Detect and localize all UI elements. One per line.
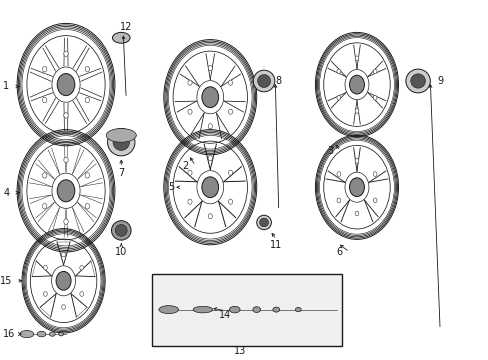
Ellipse shape [63,219,68,224]
Ellipse shape [115,225,127,236]
Ellipse shape [80,265,83,270]
Ellipse shape [354,158,358,163]
Ellipse shape [57,73,75,96]
Ellipse shape [208,213,212,219]
Ellipse shape [336,198,340,203]
Ellipse shape [229,306,240,313]
Ellipse shape [42,203,47,209]
Text: 11: 11 [269,240,282,250]
Ellipse shape [113,134,129,150]
Ellipse shape [49,332,55,336]
Ellipse shape [85,67,89,72]
Text: 14: 14 [218,310,231,320]
Ellipse shape [228,170,232,175]
Bar [151,274,342,346]
Ellipse shape [187,170,192,175]
Ellipse shape [20,330,34,338]
Ellipse shape [253,70,274,92]
Ellipse shape [57,180,75,202]
Ellipse shape [106,129,136,142]
Ellipse shape [42,67,47,72]
Text: 16: 16 [2,329,15,339]
Ellipse shape [59,332,63,336]
Text: 15: 15 [0,276,13,286]
Text: 8: 8 [275,76,281,86]
Ellipse shape [43,265,47,270]
Ellipse shape [193,306,212,313]
Ellipse shape [202,87,218,108]
Ellipse shape [256,215,271,230]
Ellipse shape [187,199,192,204]
Ellipse shape [228,109,232,114]
Ellipse shape [372,69,376,74]
Ellipse shape [208,156,212,161]
Ellipse shape [80,292,83,296]
Ellipse shape [61,305,65,310]
Ellipse shape [202,177,218,198]
Ellipse shape [228,199,232,204]
Text: 5: 5 [168,182,174,192]
Ellipse shape [85,97,89,103]
Ellipse shape [354,211,358,216]
Ellipse shape [372,198,376,203]
Ellipse shape [112,32,130,43]
Text: 13: 13 [233,346,245,356]
Ellipse shape [85,203,89,209]
Ellipse shape [405,69,429,93]
Ellipse shape [349,75,364,94]
Ellipse shape [63,51,68,57]
Ellipse shape [259,218,268,227]
Ellipse shape [43,292,47,296]
Ellipse shape [56,271,71,290]
Ellipse shape [349,178,364,197]
Ellipse shape [372,95,376,100]
Text: 9: 9 [436,76,442,86]
Ellipse shape [187,109,192,114]
Text: 4: 4 [3,188,9,198]
Ellipse shape [63,157,68,163]
Ellipse shape [61,252,65,257]
Ellipse shape [208,66,212,71]
Ellipse shape [257,75,270,87]
Ellipse shape [336,172,340,176]
Ellipse shape [37,332,46,337]
Ellipse shape [354,56,358,60]
Text: 7: 7 [118,168,124,178]
Ellipse shape [187,80,192,85]
Text: 1: 1 [3,81,9,91]
Text: 10: 10 [115,247,127,257]
Text: 6: 6 [336,247,342,257]
Text: 3: 3 [326,146,332,156]
Ellipse shape [410,74,425,88]
Ellipse shape [159,306,178,314]
Ellipse shape [107,129,135,156]
Ellipse shape [295,307,301,312]
Ellipse shape [42,173,47,178]
Ellipse shape [372,172,376,176]
Ellipse shape [252,307,260,312]
Text: 12: 12 [120,22,132,32]
Ellipse shape [354,109,358,113]
Ellipse shape [228,80,232,85]
Text: 2: 2 [183,161,188,171]
Ellipse shape [85,173,89,178]
Ellipse shape [336,95,340,100]
Ellipse shape [208,123,212,129]
Ellipse shape [272,307,279,312]
Ellipse shape [111,221,131,240]
Ellipse shape [63,113,68,118]
Ellipse shape [336,69,340,74]
Ellipse shape [42,97,47,103]
